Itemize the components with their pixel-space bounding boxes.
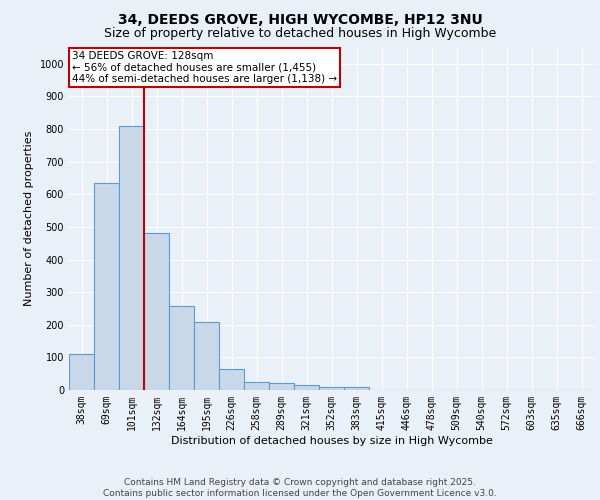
Text: Size of property relative to detached houses in High Wycombe: Size of property relative to detached ho… <box>104 28 496 40</box>
Text: Contains HM Land Registry data © Crown copyright and database right 2025.
Contai: Contains HM Land Registry data © Crown c… <box>103 478 497 498</box>
Y-axis label: Number of detached properties: Number of detached properties <box>24 131 34 306</box>
Bar <box>119 126 144 390</box>
Bar <box>294 385 319 390</box>
Bar <box>269 384 294 390</box>
Bar <box>69 354 94 390</box>
Bar <box>219 369 244 390</box>
Bar <box>319 386 344 390</box>
Text: 34 DEEDS GROVE: 128sqm
← 56% of detached houses are smaller (1,455)
44% of semi-: 34 DEEDS GROVE: 128sqm ← 56% of detached… <box>71 51 337 84</box>
Bar <box>169 306 194 390</box>
X-axis label: Distribution of detached houses by size in High Wycombe: Distribution of detached houses by size … <box>170 436 493 446</box>
Bar <box>244 382 269 390</box>
Bar <box>194 322 219 390</box>
Bar <box>344 388 369 390</box>
Text: 34, DEEDS GROVE, HIGH WYCOMBE, HP12 3NU: 34, DEEDS GROVE, HIGH WYCOMBE, HP12 3NU <box>118 12 482 26</box>
Bar <box>144 234 169 390</box>
Bar <box>94 183 119 390</box>
